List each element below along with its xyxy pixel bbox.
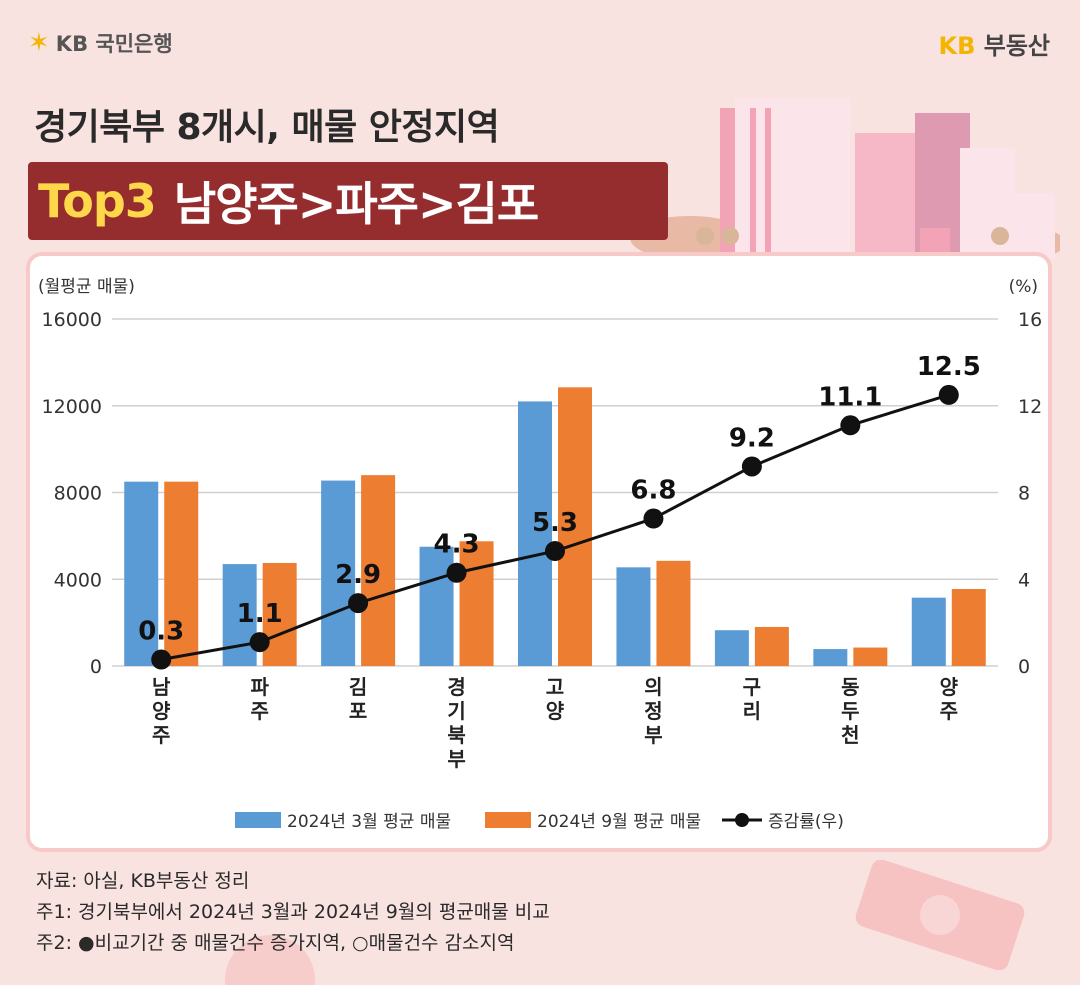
- left-tick-label: 8000: [54, 483, 102, 505]
- category-label-char: 기: [447, 699, 465, 723]
- brand-name: 부동산: [983, 32, 1050, 60]
- bar-mar-2024: [321, 480, 356, 666]
- bar-sep-2024: [656, 560, 691, 666]
- category-label-char: 주: [152, 723, 170, 747]
- category-label-char: 김: [349, 675, 367, 699]
- category-label-char: 양: [546, 699, 565, 723]
- kb-bank-logo-text: KB 국민은행: [55, 32, 173, 56]
- right-tick-label: 16: [1018, 309, 1042, 331]
- bar-sep-2024: [361, 475, 396, 666]
- bar-sep-2024: [164, 481, 199, 666]
- buildings-illustration: [630, 98, 1060, 258]
- category-label-char: 양: [940, 675, 959, 699]
- growth-rate-point: [938, 384, 959, 405]
- left-tick-label: 4000: [54, 569, 102, 591]
- bar-mar-2024: [714, 630, 749, 666]
- category-label-char: 파: [250, 675, 269, 699]
- bill-decoration: [855, 860, 1025, 970]
- legend-point: [735, 813, 749, 827]
- category-label-char: 의: [644, 675, 662, 699]
- title-line2: 남양주>파주>김포: [173, 177, 539, 231]
- growth-rate-point: [151, 649, 172, 670]
- growth-rate-label: 1.1: [237, 599, 283, 629]
- bar-mar-2024: [124, 481, 159, 666]
- note-2: 주2: ●비교기간 중 매물건수 증가지역, ○매물건수 감소지역: [36, 932, 515, 954]
- category-label-char: 포: [349, 699, 367, 723]
- category-label-char: 주: [250, 699, 268, 723]
- title-banner: Top3 남양주>파주>김포: [28, 162, 668, 240]
- legend-label-sep: 2024년 9월 평균 매물: [537, 812, 701, 832]
- source-note: 자료: 아실, KB부동산 정리: [36, 870, 250, 892]
- category-label-char: 고: [546, 675, 564, 699]
- category-label-char: 두: [841, 699, 859, 723]
- left-tick-label: 16000: [42, 309, 102, 331]
- kb-bank-logo: ✶ KB 국민은행: [28, 28, 173, 58]
- legend-swatch-sep: [485, 812, 531, 828]
- kb-realestate-logo: KB 부동산: [939, 26, 1051, 61]
- category-label-char: 부: [644, 723, 662, 747]
- category-label-char: 남: [152, 675, 171, 699]
- growth-rate-point: [348, 593, 369, 614]
- growth-rate-point: [643, 508, 664, 529]
- category-label-char: 구: [743, 675, 761, 699]
- bar-mar-2024: [518, 401, 552, 666]
- growth-rate-label: 0.3: [138, 616, 184, 646]
- growth-rate-label: 11.1: [818, 382, 882, 412]
- right-tick-label: 12: [1018, 396, 1042, 418]
- growth-rate-label: 5.3: [532, 508, 578, 538]
- left-tick-label: 0: [90, 656, 102, 678]
- category-label-char: 북: [447, 723, 465, 747]
- growth-rate-point: [741, 456, 762, 477]
- coin-decoration-bottom: [225, 935, 315, 985]
- category-label-char: 경: [447, 675, 465, 699]
- category-label-char: 정: [644, 699, 662, 723]
- kb-star-icon: ✶: [28, 28, 50, 58]
- brand-kb: KB: [938, 32, 976, 60]
- bar-sep-2024: [459, 541, 494, 666]
- bar-sep-2024: [558, 387, 592, 666]
- category-label-char: 부: [447, 747, 465, 771]
- right-tick-label: 4: [1018, 569, 1030, 591]
- left-axis-title: (월평균 매물): [38, 277, 135, 297]
- growth-rate-point: [446, 562, 467, 583]
- growth-rate-label: 2.9: [335, 560, 381, 590]
- growth-rate-label: 6.8: [630, 476, 676, 506]
- legend-label-rate: 증감률(우): [768, 812, 844, 832]
- left-tick-label: 12000: [42, 396, 102, 418]
- bar-sep-2024: [754, 626, 789, 666]
- growth-rate-point: [545, 541, 565, 562]
- growth-rate-label: 9.2: [729, 423, 775, 453]
- legend-label-mar: 2024년 3월 평균 매물: [287, 812, 451, 832]
- bar-mar-2024: [616, 567, 651, 666]
- growth-rate-point: [249, 632, 270, 653]
- category-label-char: 주: [940, 699, 958, 723]
- right-tick-label: 0: [1018, 656, 1030, 678]
- bar-sep-2024: [262, 562, 297, 666]
- category-label-char: 천: [841, 723, 859, 747]
- growth-rate-label: 4.3: [434, 530, 480, 560]
- right-tick-label: 8: [1018, 483, 1030, 505]
- right-axis-title: (%): [1009, 277, 1038, 297]
- growth-rate-label: 12.5: [917, 352, 981, 382]
- chart-card: (월평균 매물) (%) 0 0 4000 4 8000 8 12000 12 16000 16 남 양 주…: [26, 252, 1052, 852]
- growth-rate-point: [840, 415, 861, 436]
- note-1: 주1: 경기북부에서 2024년 3월과 2024년 9월의 평균매물 비교: [36, 901, 550, 923]
- bar-mar-2024: [911, 597, 946, 666]
- bar-mar-2024: [813, 649, 848, 666]
- category-label-char: 양: [152, 699, 171, 723]
- category-label-char: 리: [743, 699, 761, 723]
- category-label-char: 동: [841, 675, 859, 699]
- legend-swatch-mar: [235, 812, 281, 828]
- title-line1: 경기북부 8개시, 매물 안정지역: [34, 107, 500, 148]
- title-highlight: Top3: [38, 174, 157, 228]
- bar-sep-2024: [951, 589, 986, 666]
- bar-sep-2024: [853, 647, 888, 666]
- bar-mar-2024: [419, 546, 454, 666]
- notes: 자료: 아실, KB부동산 정리 주1: 경기북부에서 2024년 3월과 20…: [36, 866, 550, 959]
